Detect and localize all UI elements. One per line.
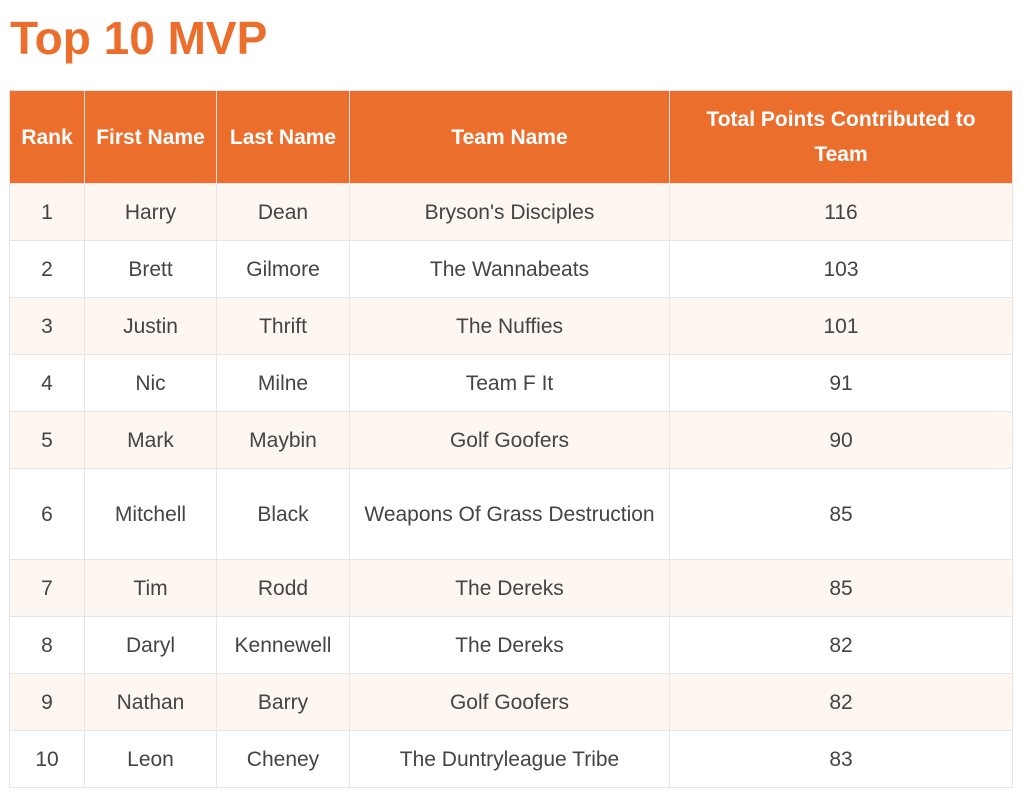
cell-rank: 3 (9, 297, 85, 355)
cell-first-name: Leon (84, 730, 217, 788)
table-row: 10 Leon Cheney The Duntryleague Tribe 83 (9, 730, 1013, 788)
cell-team-name: The Dereks (349, 616, 670, 674)
cell-last-name: Cheney (216, 730, 350, 788)
cell-last-name: Maybin (216, 411, 350, 469)
cell-last-name: Rodd (216, 559, 350, 617)
cell-last-name: Kennewell (216, 616, 350, 674)
table-row: 7 Tim Rodd The Dereks 85 (9, 559, 1013, 617)
page-title: Top 10 MVP (10, 12, 268, 64)
table-row: 5 Mark Maybin Golf Goofers 90 (9, 411, 1013, 469)
cell-points: 82 (669, 616, 1013, 674)
cell-points: 91 (669, 354, 1013, 412)
cell-rank: 1 (9, 183, 85, 241)
cell-team-name: Team F It (349, 354, 670, 412)
table-row: 8 Daryl Kennewell The Dereks 82 (9, 616, 1013, 674)
cell-last-name: Thrift (216, 297, 350, 355)
table-header-row: Rank First Name Last Name Team Name Tota… (9, 90, 1013, 184)
cell-points: 82 (669, 673, 1013, 731)
cell-team-name: The Wannabeats (349, 240, 670, 298)
table-row: 1 Harry Dean Bryson's Disciples 116 (9, 183, 1013, 241)
cell-points: 85 (669, 468, 1013, 560)
cell-first-name: Brett (84, 240, 217, 298)
cell-points: 90 (669, 411, 1013, 469)
cell-first-name: Daryl (84, 616, 217, 674)
cell-points: 116 (669, 183, 1013, 241)
header-rank: Rank (9, 90, 85, 184)
cell-team-name: Weapons Of Grass Destruction (349, 468, 670, 560)
cell-first-name: Mark (84, 411, 217, 469)
header-first-name: First Name (84, 90, 217, 184)
header-team-name: Team Name (349, 90, 670, 184)
cell-last-name: Gilmore (216, 240, 350, 298)
cell-first-name: Justin (84, 297, 217, 355)
cell-rank: 6 (9, 468, 85, 560)
cell-last-name: Black (216, 468, 350, 560)
cell-team-name: Bryson's Disciples (349, 183, 670, 241)
table-row: 6 Mitchell Black Weapons Of Grass Destru… (9, 468, 1013, 560)
header-last-name: Last Name (216, 90, 350, 184)
cell-last-name: Dean (216, 183, 350, 241)
cell-team-name: The Dereks (349, 559, 670, 617)
table-row: 2 Brett Gilmore The Wannabeats 103 (9, 240, 1013, 298)
header-total-points: Total Points Contributed to Team (669, 90, 1013, 184)
cell-points: 101 (669, 297, 1013, 355)
cell-first-name: Nic (84, 354, 217, 412)
cell-rank: 2 (9, 240, 85, 298)
cell-first-name: Tim (84, 559, 217, 617)
cell-rank: 9 (9, 673, 85, 731)
cell-rank: 7 (9, 559, 85, 617)
cell-first-name: Nathan (84, 673, 217, 731)
cell-points: 103 (669, 240, 1013, 298)
cell-team-name: Golf Goofers (349, 411, 670, 469)
table-row: 9 Nathan Barry Golf Goofers 82 (9, 673, 1013, 731)
cell-rank: 8 (9, 616, 85, 674)
cell-rank: 4 (9, 354, 85, 412)
cell-rank: 10 (9, 730, 85, 788)
cell-team-name: Golf Goofers (349, 673, 670, 731)
cell-points: 85 (669, 559, 1013, 617)
cell-first-name: Harry (84, 183, 217, 241)
table-row: 4 Nic Milne Team F It 91 (9, 354, 1013, 412)
mvp-table: Rank First Name Last Name Team Name Tota… (9, 90, 1013, 788)
cell-first-name: Mitchell (84, 468, 217, 560)
cell-last-name: Barry (216, 673, 350, 731)
cell-team-name: The Nuffies (349, 297, 670, 355)
cell-rank: 5 (9, 411, 85, 469)
table-row: 3 Justin Thrift The Nuffies 101 (9, 297, 1013, 355)
cell-last-name: Milne (216, 354, 350, 412)
cell-team-name: The Duntryleague Tribe (349, 730, 670, 788)
cell-points: 83 (669, 730, 1013, 788)
